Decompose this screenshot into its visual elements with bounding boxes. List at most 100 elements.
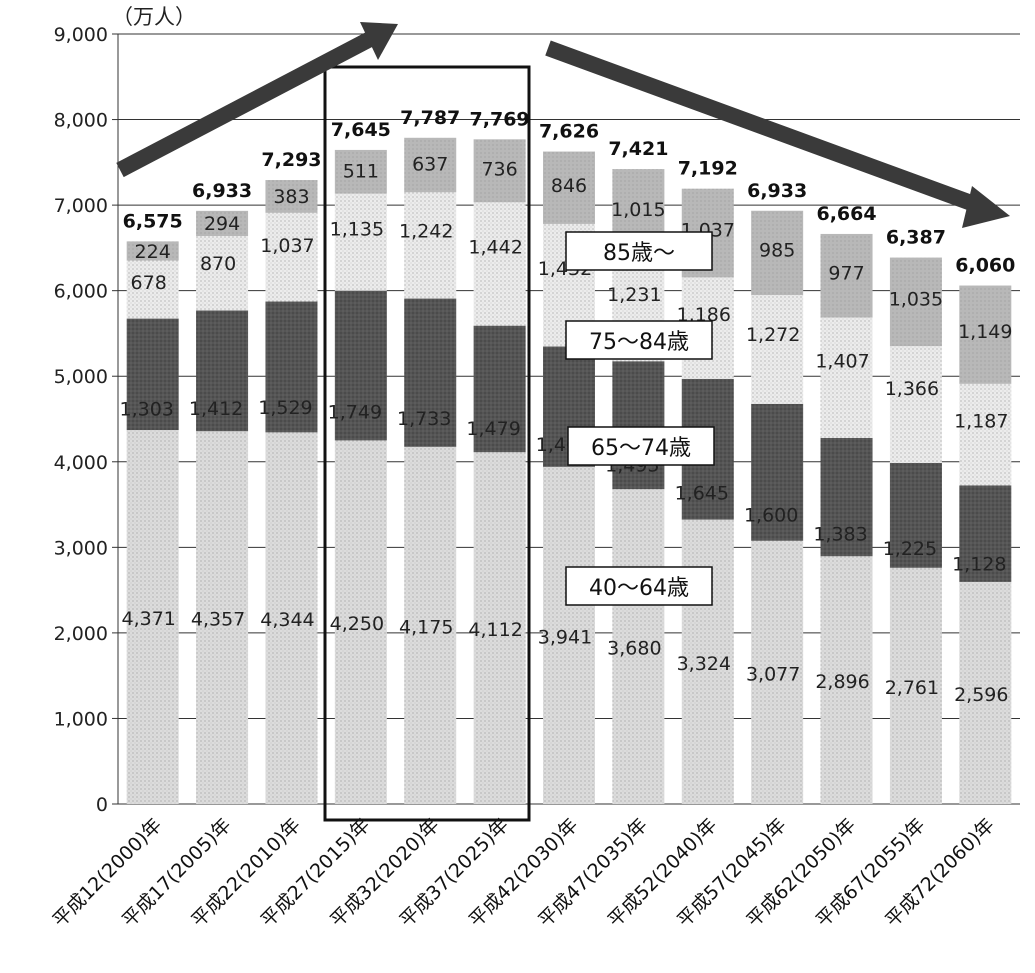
series-label-box bbox=[567, 426, 715, 466]
series-label-box bbox=[565, 231, 713, 271]
value-label: 1,529 bbox=[258, 397, 312, 419]
y-tick-label: 7,000 bbox=[54, 195, 108, 217]
value-label: 1,407 bbox=[815, 351, 869, 373]
bar-segment bbox=[404, 137, 457, 193]
total-label: 7,787 bbox=[400, 107, 460, 129]
bar-segment bbox=[751, 540, 804, 804]
bar-segment bbox=[473, 139, 526, 203]
y-tick-label: 3,000 bbox=[54, 537, 108, 559]
x-axis: 平成12(2000)年平成17(2005)年平成22(2010)年平成27(20… bbox=[49, 814, 999, 932]
value-label: 2,596 bbox=[954, 684, 1008, 706]
value-label: 1,231 bbox=[607, 284, 661, 306]
total-label: 6,933 bbox=[747, 180, 807, 202]
bar-segment bbox=[612, 361, 665, 490]
y-axis: 0 1,000 2,000 3,000 4,000 5,000 6,000 7,000 8,00… bbox=[54, 24, 119, 816]
series-label: 85歳～ bbox=[603, 241, 675, 266]
value-label: 4,344 bbox=[260, 609, 314, 631]
value-label: 1,187 bbox=[954, 410, 1008, 432]
bar-segment bbox=[473, 452, 526, 804]
total-label: 7,626 bbox=[539, 121, 599, 143]
bar-segment bbox=[889, 346, 942, 463]
bar-segment bbox=[959, 485, 1012, 582]
value-label: 2,896 bbox=[815, 671, 869, 693]
y-tick-label: 4,000 bbox=[54, 452, 108, 474]
bar-segment bbox=[820, 317, 873, 438]
value-label: 1,015 bbox=[611, 199, 665, 221]
value-label: 1,383 bbox=[813, 524, 867, 546]
value-label: 1,272 bbox=[746, 324, 800, 346]
value-label: 1,225 bbox=[883, 538, 937, 560]
total-label: 6,575 bbox=[123, 210, 183, 232]
value-label: 977 bbox=[828, 263, 864, 285]
value-label: 637 bbox=[412, 153, 448, 175]
value-label: 1,749 bbox=[328, 401, 382, 423]
y-tick-label: 6,000 bbox=[54, 281, 108, 303]
value-label: 1,645 bbox=[675, 482, 729, 504]
trend-arrow-down-shaft bbox=[545, 40, 988, 216]
total-label: 6,060 bbox=[955, 255, 1015, 277]
bar-segment bbox=[404, 446, 457, 804]
bar-segment bbox=[126, 430, 179, 804]
value-label: 1,600 bbox=[744, 504, 798, 526]
value-label: 3,680 bbox=[607, 638, 661, 660]
total-label: 7,769 bbox=[470, 108, 530, 130]
trend-arrow-up-head bbox=[360, 22, 398, 60]
value-label: 1,135 bbox=[330, 219, 384, 241]
y-tick-label: 5,000 bbox=[54, 366, 108, 388]
value-label: 1,035 bbox=[889, 288, 943, 310]
total-label: 7,645 bbox=[331, 119, 391, 141]
value-label: 1,733 bbox=[397, 408, 451, 430]
bar-segment bbox=[751, 403, 804, 541]
value-label: 1,412 bbox=[189, 398, 243, 420]
total-label: 7,192 bbox=[678, 158, 738, 180]
value-label: 1,366 bbox=[885, 378, 939, 400]
highlight-box bbox=[323, 65, 531, 822]
bar-segment bbox=[820, 556, 873, 804]
series-label-box bbox=[565, 320, 713, 360]
bars bbox=[126, 137, 1012, 804]
value-label: 846 bbox=[551, 175, 587, 197]
bar-segment bbox=[196, 210, 249, 236]
value-label: 4,175 bbox=[399, 616, 453, 638]
value-label: 736 bbox=[481, 159, 517, 181]
value-label: 870 bbox=[200, 253, 236, 275]
value-label: 4,112 bbox=[468, 619, 522, 641]
value-label: 3,324 bbox=[677, 653, 731, 675]
y-tick-label: 8,000 bbox=[54, 110, 108, 132]
bar-segment bbox=[265, 301, 318, 433]
bar-segment bbox=[334, 440, 387, 804]
bar-segment bbox=[265, 432, 318, 804]
value-label: 511 bbox=[343, 161, 379, 183]
value-label: 1,242 bbox=[399, 220, 453, 242]
bar-segment bbox=[889, 567, 942, 804]
bar-segment bbox=[126, 318, 179, 431]
value-label: 1,303 bbox=[119, 399, 173, 421]
bar-segment bbox=[334, 193, 387, 291]
bar-segment bbox=[820, 437, 873, 557]
series-label: 65～74歳 bbox=[591, 436, 691, 461]
value-label: 1,149 bbox=[958, 321, 1012, 343]
value-label: 2,761 bbox=[885, 677, 939, 699]
value-label: 4,357 bbox=[191, 609, 245, 631]
trend-arrow-up-shaft bbox=[116, 30, 376, 178]
total-label: 6,387 bbox=[886, 227, 946, 249]
series-label: 75～84歳 bbox=[589, 330, 689, 355]
bar-segment bbox=[196, 235, 249, 311]
total-label: 7,421 bbox=[608, 138, 668, 160]
series-label: 40～64歳 bbox=[589, 576, 689, 601]
total-labels: 6,575 6,933 7,293 7,645 7,787 7,769 7,626 7,421… bbox=[123, 107, 1016, 277]
trend-arrow-down-head bbox=[962, 186, 1010, 228]
value-label: 1,128 bbox=[952, 554, 1006, 576]
value-label: 3,077 bbox=[746, 663, 800, 685]
total-label: 7,293 bbox=[261, 149, 321, 171]
y-tick-label: 9,000 bbox=[54, 24, 108, 46]
bar-segment bbox=[543, 151, 595, 224]
bar-segment bbox=[126, 241, 179, 261]
y-tick-label: 0 bbox=[96, 794, 108, 816]
value-label: 4,371 bbox=[121, 608, 175, 630]
value-label: 1,037 bbox=[260, 235, 314, 257]
bar-segment bbox=[473, 325, 526, 453]
bar-segment bbox=[334, 149, 387, 194]
series-labels: 85歳～ 75～84歳 65～74歳 40～64歳 bbox=[565, 231, 715, 606]
